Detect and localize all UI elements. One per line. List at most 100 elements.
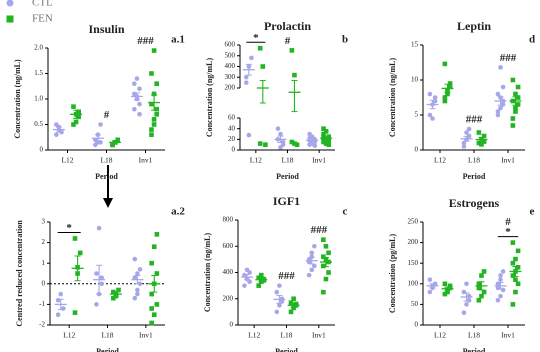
data-point (132, 81, 137, 86)
data-point (513, 91, 518, 97)
panel-label: d (529, 34, 535, 46)
data-point (134, 76, 140, 81)
data-point (71, 122, 76, 127)
data-point (309, 250, 315, 256)
data-point (77, 250, 83, 256)
y-tick-label: 3 (42, 218, 46, 226)
data-point (312, 143, 318, 149)
data-point (466, 297, 472, 303)
data-point (510, 77, 516, 83)
chart-title: Prolactin (264, 19, 311, 33)
data-point (476, 130, 482, 135)
data-point (427, 112, 433, 118)
data-point (498, 105, 503, 111)
data-point (279, 299, 285, 304)
data-point (151, 91, 157, 97)
y-tick-label: 2.0 (34, 44, 43, 52)
data-point (274, 309, 280, 315)
chart-title: Estrogens (449, 196, 500, 210)
x-tick-label: Inv1 (501, 156, 515, 165)
data-point (461, 140, 467, 146)
data-point (256, 283, 261, 288)
data-point (243, 74, 249, 80)
x-tick-label: Inv1 (139, 331, 153, 340)
x-axis-label: Period (95, 172, 118, 181)
data-point (432, 98, 438, 104)
y-tick-label: 200 (223, 294, 234, 302)
data-point (289, 48, 295, 53)
data-point (151, 117, 157, 122)
data-point (442, 98, 448, 104)
data-point (291, 296, 296, 302)
x-tick-label: L12 (434, 331, 446, 340)
data-point (495, 112, 501, 118)
y-tick-label: 400 (225, 62, 236, 70)
y-tick-label: 0 (40, 146, 44, 154)
data-point (154, 81, 159, 86)
data-point (135, 287, 140, 293)
y-tick-label: 150 (408, 259, 419, 267)
data-point (427, 289, 433, 295)
data-point (326, 138, 332, 143)
data-point (149, 291, 154, 297)
data-point (96, 225, 102, 231)
data-point (513, 105, 518, 111)
chart-title: IGF1 (273, 194, 300, 208)
data-point (500, 287, 506, 293)
y-axis-label: Concentration (ng/mL) (203, 233, 212, 313)
data-point (476, 140, 482, 146)
data-point (515, 265, 521, 270)
x-tick-label: L18 (468, 156, 480, 165)
data-point (94, 271, 99, 276)
y-tick-label: 0.5 (34, 120, 43, 128)
data-point (291, 305, 296, 311)
data-point (137, 86, 142, 92)
data-point (495, 91, 501, 97)
data-point (321, 289, 326, 295)
data-point (242, 283, 247, 288)
data-point (461, 144, 467, 149)
data-point (149, 71, 154, 76)
data-point (280, 139, 286, 145)
x-tick-label: L12 (248, 331, 260, 340)
data-point (513, 109, 518, 114)
data-point (293, 301, 299, 307)
x-tick-label: Inv1 (312, 156, 326, 165)
y-tick-label: 0 (415, 321, 419, 329)
data-point (98, 140, 103, 145)
data-point (257, 141, 263, 146)
data-point (466, 126, 472, 132)
data-point (510, 302, 516, 307)
y-tick-label: 800 (223, 216, 234, 224)
data-point (447, 283, 453, 289)
y-tick-label: 0 (230, 321, 234, 329)
data-point (427, 91, 433, 97)
y-axis-label: Centred reduced concentration (15, 220, 24, 327)
data-point (321, 254, 326, 260)
data-point (258, 272, 264, 278)
y-tick-label: 40 (228, 124, 236, 132)
data-point (247, 279, 252, 284)
sig-label: # (285, 35, 291, 47)
data-point (154, 271, 160, 276)
y-tick-label: 600 (225, 41, 236, 49)
data-point (260, 64, 266, 69)
data-point (481, 133, 487, 139)
legend-label: FEN (32, 13, 53, 25)
data-point (442, 95, 448, 100)
data-point (510, 240, 516, 245)
star-label: * (66, 222, 72, 234)
data-point (154, 232, 160, 237)
panel-label: c (343, 206, 348, 218)
data-point (111, 295, 116, 301)
data-point (500, 84, 506, 90)
data-point (76, 109, 81, 115)
data-point (432, 95, 438, 100)
x-tick-label: L12 (250, 156, 262, 165)
data-point (461, 289, 467, 295)
data-point (321, 139, 326, 145)
data-point (278, 131, 283, 137)
sig-label: # (505, 216, 511, 228)
y-tick-label: 1.5 (34, 69, 43, 77)
data-point (292, 72, 297, 78)
